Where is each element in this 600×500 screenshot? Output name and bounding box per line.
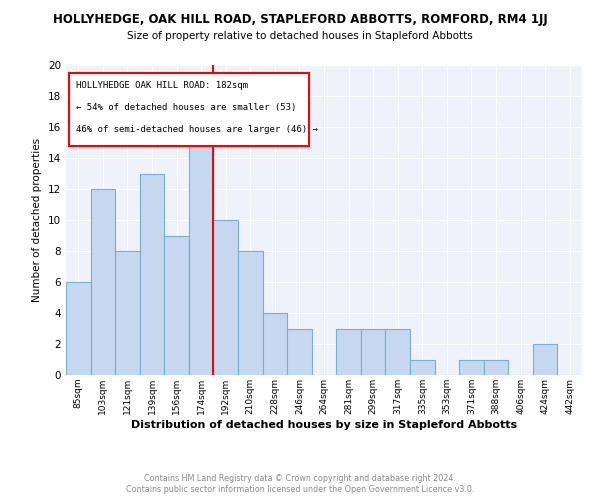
Bar — [238, 251, 263, 375]
Bar — [115, 251, 140, 375]
Text: Contains HM Land Registry data © Crown copyright and database right 2024.
Contai: Contains HM Land Registry data © Crown c… — [126, 474, 474, 494]
Bar — [164, 236, 189, 375]
Bar — [140, 174, 164, 375]
Bar — [484, 360, 508, 375]
Text: 46% of semi-detached houses are larger (46) →: 46% of semi-detached houses are larger (… — [76, 125, 318, 134]
Bar — [263, 313, 287, 375]
Y-axis label: Number of detached properties: Number of detached properties — [32, 138, 43, 302]
Bar — [287, 328, 312, 375]
Bar — [91, 189, 115, 375]
Text: ← 54% of detached houses are smaller (53): ← 54% of detached houses are smaller (53… — [76, 103, 296, 112]
Bar — [410, 360, 434, 375]
Bar — [459, 360, 484, 375]
Bar — [66, 282, 91, 375]
X-axis label: Distribution of detached houses by size in Stapleford Abbotts: Distribution of detached houses by size … — [131, 420, 517, 430]
Text: Size of property relative to detached houses in Stapleford Abbotts: Size of property relative to detached ho… — [127, 31, 473, 41]
FancyBboxPatch shape — [68, 72, 308, 146]
Bar — [533, 344, 557, 375]
Text: HOLLYHEDGE, OAK HILL ROAD, STAPLEFORD ABBOTTS, ROMFORD, RM4 1JJ: HOLLYHEDGE, OAK HILL ROAD, STAPLEFORD AB… — [53, 12, 547, 26]
Bar — [361, 328, 385, 375]
Text: HOLLYHEDGE OAK HILL ROAD: 182sqm: HOLLYHEDGE OAK HILL ROAD: 182sqm — [76, 80, 248, 90]
Bar — [189, 127, 214, 375]
Bar — [214, 220, 238, 375]
Bar — [385, 328, 410, 375]
Bar — [336, 328, 361, 375]
